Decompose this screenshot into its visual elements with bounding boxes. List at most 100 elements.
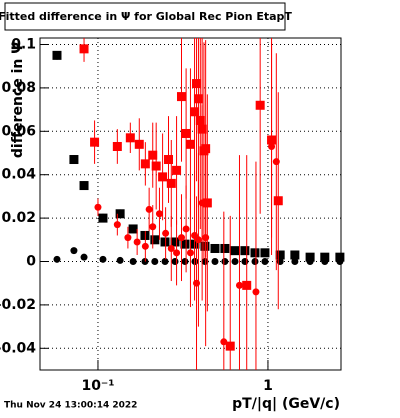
marker <box>193 279 201 287</box>
marker <box>252 288 260 296</box>
marker <box>241 258 249 266</box>
marker <box>321 258 329 266</box>
marker <box>177 234 185 242</box>
marker <box>195 115 205 125</box>
marker <box>116 256 124 264</box>
marker <box>151 161 161 171</box>
y-tick-label: 0.1 <box>11 37 36 53</box>
x-tick-label: 1 <box>263 378 273 394</box>
marker <box>220 243 230 253</box>
y-tick-label: -0.02 <box>0 297 36 313</box>
marker <box>276 258 284 266</box>
marker <box>161 258 169 266</box>
marker <box>180 239 190 249</box>
marker <box>133 238 141 246</box>
marker <box>69 155 79 165</box>
marker <box>242 280 252 290</box>
marker <box>181 258 189 266</box>
marker <box>275 250 285 260</box>
y-tick-label: 0.06 <box>1 123 36 139</box>
marker <box>193 94 203 104</box>
marker <box>181 128 191 138</box>
marker <box>182 225 190 233</box>
y-tick-label: -0.04 <box>0 340 36 356</box>
marker <box>272 158 280 166</box>
marker <box>166 178 176 188</box>
marker <box>260 248 270 258</box>
marker <box>251 258 259 266</box>
marker <box>190 107 200 117</box>
marker <box>225 341 235 351</box>
marker <box>273 196 283 206</box>
marker <box>125 133 135 143</box>
marker <box>141 242 149 250</box>
marker <box>173 249 181 257</box>
marker <box>202 234 210 242</box>
marker <box>53 255 61 263</box>
marker <box>192 79 202 89</box>
marker <box>235 281 243 289</box>
marker <box>291 258 299 266</box>
plot-frame <box>39 37 342 371</box>
marker <box>98 213 108 223</box>
marker <box>186 249 194 257</box>
marker <box>306 258 314 266</box>
title-box <box>4 2 286 31</box>
chart-title: Fitted difference in Ψ for Global Rec Pi… <box>0 10 292 23</box>
marker <box>79 181 89 191</box>
marker <box>113 221 121 229</box>
marker <box>335 252 345 262</box>
marker <box>211 258 219 266</box>
marker <box>52 50 62 60</box>
marker <box>230 246 240 256</box>
marker <box>150 235 160 245</box>
y-tick-label: 0.08 <box>1 80 36 96</box>
y-tick-label: 0.02 <box>1 210 36 226</box>
marker <box>167 244 175 252</box>
marker <box>90 137 100 147</box>
marker <box>94 203 102 211</box>
timestamp: Thu Nov 24 13:00:14 2022 <box>4 401 137 411</box>
marker <box>250 248 260 258</box>
y-tick-label: 0 <box>26 254 36 270</box>
marker <box>164 155 174 165</box>
marker <box>198 199 206 207</box>
marker <box>194 236 202 244</box>
marker <box>170 237 180 247</box>
marker <box>162 229 170 237</box>
marker <box>134 139 144 149</box>
marker <box>112 141 122 151</box>
marker <box>148 150 158 160</box>
marker <box>145 205 153 213</box>
marker <box>171 258 179 266</box>
marker <box>305 252 315 262</box>
marker <box>176 92 186 102</box>
marker <box>185 139 195 149</box>
marker <box>70 247 78 255</box>
marker <box>231 258 239 266</box>
marker <box>155 210 163 218</box>
marker <box>221 258 229 266</box>
marker <box>99 255 107 263</box>
marker <box>255 100 265 110</box>
marker <box>220 338 228 346</box>
x-axis-label: pT/|q| (GeV/c) <box>232 396 340 412</box>
marker <box>128 224 138 234</box>
x-tick-label: 10⁻¹ <box>81 378 114 394</box>
marker <box>80 253 88 261</box>
marker <box>124 234 132 242</box>
marker <box>268 142 276 150</box>
marker <box>140 159 150 169</box>
marker <box>320 252 330 262</box>
marker <box>172 165 182 175</box>
y-tick-label: 0.04 <box>1 167 36 183</box>
marker <box>129 258 137 266</box>
marker <box>202 198 212 208</box>
marker <box>79 44 89 54</box>
marker <box>115 209 125 219</box>
marker <box>160 237 170 247</box>
marker <box>240 246 250 256</box>
marker <box>336 258 344 266</box>
marker <box>200 241 210 251</box>
